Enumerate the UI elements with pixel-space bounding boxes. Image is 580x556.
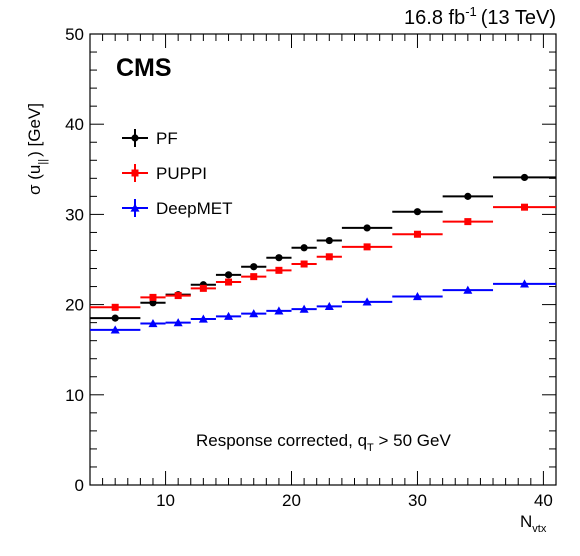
pf-data-point xyxy=(413,208,422,216)
y-axis-subscript: || xyxy=(37,159,49,165)
legend-item-pf: PF xyxy=(122,129,178,148)
y-tick-label: 30 xyxy=(65,205,84,224)
deepmet-data-point xyxy=(362,297,372,306)
series-deepmet xyxy=(90,279,556,334)
x-tick-label: 20 xyxy=(282,491,301,510)
puppi-data-point xyxy=(464,218,472,226)
deepmet-data-point xyxy=(249,309,259,318)
lumi-label: 16.8 fb-1 (13 TeV) xyxy=(404,4,556,29)
puppi-data-point xyxy=(413,230,421,238)
y-axis-label: σ (u||) [GeV] xyxy=(25,103,49,195)
plot-frame xyxy=(89,33,557,486)
pf-data-point xyxy=(224,271,233,279)
pf-data-point xyxy=(363,224,371,232)
experiment-label: CMS xyxy=(116,54,172,82)
series-pf xyxy=(90,173,556,322)
legend-label: PUPPI xyxy=(156,164,207,183)
puppi-data-point xyxy=(199,284,207,292)
series-puppi xyxy=(90,203,556,311)
legend-item-deepmet: DeepMET xyxy=(122,199,233,218)
puppi-data-point xyxy=(250,273,258,281)
annotation-subscript: T xyxy=(367,442,374,454)
x-tick-label: 40 xyxy=(534,491,553,510)
lumi-energy: (13 TeV) xyxy=(481,7,556,29)
x-tick-label: 30 xyxy=(408,491,427,510)
x-axis-subscript: vtx xyxy=(532,523,547,535)
deepmet-data-point xyxy=(224,311,234,320)
legend-marker xyxy=(131,169,139,177)
legend-label: DeepMET xyxy=(156,199,233,218)
puppi-data-point xyxy=(275,266,283,274)
series-layer xyxy=(90,173,556,334)
pf-data-point xyxy=(520,173,529,182)
pf-data-point xyxy=(325,236,333,245)
y-tick-label: 20 xyxy=(65,296,84,315)
y-tick-label: 50 xyxy=(65,25,84,44)
deepmet-data-point xyxy=(110,325,120,334)
selection-annotation: Response corrected, qT > 50 GeV xyxy=(196,431,451,454)
pf-data-point xyxy=(250,263,258,271)
puppi-data-point xyxy=(174,292,182,300)
puppi-data-point xyxy=(363,243,371,251)
legend-marker xyxy=(130,203,140,212)
deepmet-data-point xyxy=(148,319,158,328)
x-axis-label: Nvtx xyxy=(520,512,547,535)
puppi-data-point xyxy=(149,293,157,301)
puppi-data-point xyxy=(111,303,119,311)
deepmet-data-point xyxy=(173,318,183,327)
deepmet-data-point xyxy=(198,314,208,323)
axis-ticks: 10 20 30 40 0 10 20 30 40 50 xyxy=(65,25,557,510)
deepmet-data-point xyxy=(274,306,284,315)
x-tick-label: 10 xyxy=(156,491,175,510)
puppi-data-point xyxy=(325,253,333,261)
legend: PF PUPPI DeepMET xyxy=(122,129,233,218)
puppi-data-point xyxy=(225,278,233,286)
pf-data-point xyxy=(149,299,157,307)
legend-marker xyxy=(131,134,139,142)
legend-label: PF xyxy=(156,129,178,148)
lumi-exponent: -1 xyxy=(465,4,477,19)
pf-data-point xyxy=(300,244,308,252)
y-tick-label: 10 xyxy=(65,386,84,405)
pf-data-point xyxy=(275,254,283,262)
deepmet-data-point xyxy=(463,285,473,294)
deepmet-data-point xyxy=(299,304,309,313)
deepmet-data-point xyxy=(520,279,530,288)
pf-data-point xyxy=(464,192,472,200)
deepmet-data-point xyxy=(412,291,422,301)
legend-item-puppi: PUPPI xyxy=(122,164,207,183)
pf-data-point xyxy=(111,314,119,322)
y-tick-label: 0 xyxy=(75,476,84,495)
deepmet-data-point xyxy=(324,301,334,311)
puppi-data-point xyxy=(521,203,529,211)
y-tick-label: 40 xyxy=(65,115,84,134)
puppi-data-point xyxy=(300,260,308,268)
